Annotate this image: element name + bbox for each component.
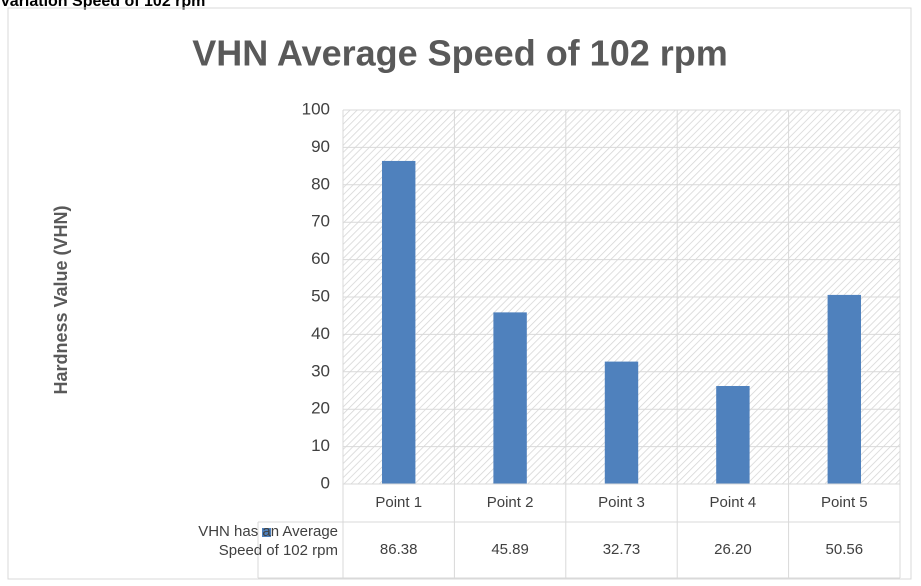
table-value: 50.56	[826, 541, 864, 558]
bar	[604, 361, 639, 484]
bar	[493, 312, 527, 484]
y-tick-label: 0	[321, 473, 330, 492]
x-tick-label: Point 4	[710, 494, 757, 511]
table-value: 86.38	[380, 541, 418, 558]
y-tick-label: 100	[302, 99, 330, 118]
y-tick-label: 70	[311, 212, 330, 231]
chart-frame	[7, 7, 912, 580]
x-tick-label: Point 2	[487, 494, 534, 511]
chart-title: VHN Average Speed of 102 rpm	[192, 33, 728, 74]
y-tick-label: 30	[311, 361, 330, 380]
heading: Variation Speed of 102 rpm	[0, 0, 205, 10]
bar	[716, 386, 750, 484]
y-tick-label: 90	[311, 137, 330, 156]
y-tick-label: 20	[311, 399, 330, 418]
table-value: 26.20	[714, 541, 752, 558]
bar	[381, 160, 416, 485]
table-value: 45.89	[491, 541, 529, 558]
table-value: 32.73	[603, 541, 641, 558]
x-tick-label: Point 3	[598, 494, 645, 511]
y-tick-label: 10	[311, 436, 330, 455]
legend-cell: VHN has an Average Speed of 102 rpm	[198, 523, 338, 559]
y-tick-label: 50	[311, 286, 330, 305]
legend-label: VHN has an Average Speed of 102 rpm	[198, 523, 338, 559]
x-tick-label: Point 5	[821, 494, 868, 511]
y-tick-label: 40	[311, 324, 330, 343]
y-tick-label: 80	[311, 174, 330, 193]
y-axis-label: Hardness Value (VHN)	[51, 205, 71, 394]
bar	[827, 294, 862, 484]
legend-key	[262, 528, 271, 537]
x-tick-label: Point 1	[375, 494, 422, 511]
y-tick-label: 60	[311, 249, 330, 268]
